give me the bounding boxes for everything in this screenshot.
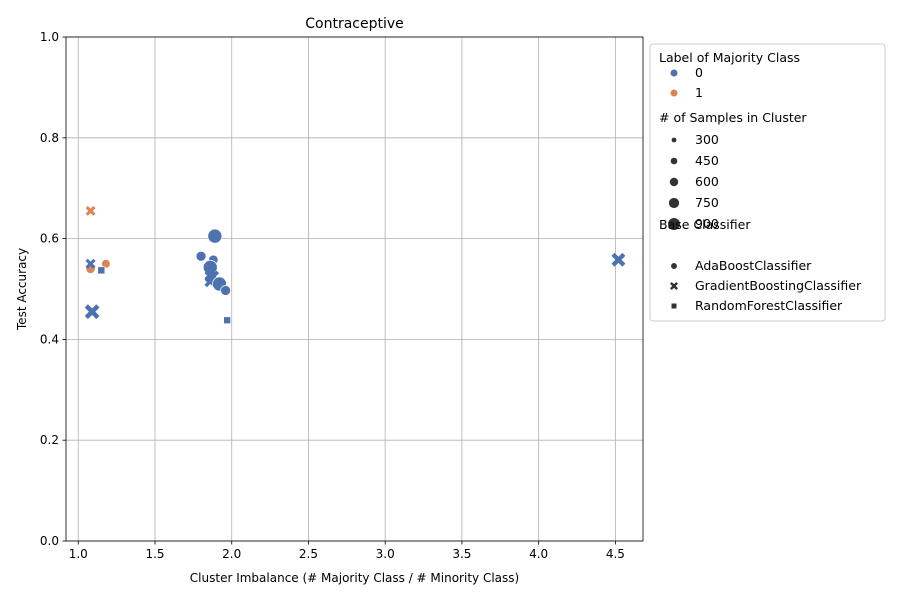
- data-point: [97, 266, 106, 275]
- legend-hue-entries: 01: [670, 65, 703, 100]
- y-tick-label: 1.0: [40, 30, 59, 44]
- data-point: [207, 228, 223, 244]
- data-point: [611, 252, 626, 267]
- y-tick-label: 0.2: [40, 433, 59, 447]
- plot-frame: [65, 36, 644, 542]
- legend-style-marker: [670, 262, 678, 270]
- legend-hue-label: 0: [695, 65, 703, 80]
- x-axis-label: Cluster Imbalance (# Majority Class / # …: [190, 571, 519, 585]
- grid-lines: [66, 36, 643, 542]
- y-tick-label: 0.8: [40, 131, 59, 145]
- y-tick-label: 0.6: [40, 232, 59, 246]
- y-axis-label: Test Accuracy: [15, 248, 29, 331]
- chart-title: Contraceptive: [305, 16, 404, 32]
- y-axis-ticks: 0.0 0.2 0.4 0.6 0.8 1.0: [40, 30, 66, 548]
- legend-hue-title: Label of Majority Class: [659, 50, 800, 65]
- x-tick-label: 4.5: [606, 547, 625, 561]
- legend-size-label: 900: [695, 216, 719, 231]
- x-tick-label: 4.0: [529, 547, 548, 561]
- legend-size-label: 750: [695, 195, 719, 210]
- x-tick-label: 2.5: [299, 547, 318, 561]
- legend-size-label: 600: [695, 174, 719, 189]
- legend-style-title: Base Classifier: [659, 217, 751, 232]
- legend-size-marker: [668, 197, 680, 209]
- data-point: [85, 258, 96, 269]
- legend-style-label: RandomForestClassifier: [695, 298, 843, 313]
- data-point: [195, 250, 207, 262]
- legend-style-entries: AdaBoostClassifier GradientBoostingClassi…: [669, 258, 862, 313]
- legend-style-marker: [669, 281, 679, 291]
- x-tick-label: 3.5: [452, 547, 471, 561]
- y-tick-label: 0.4: [40, 332, 59, 346]
- legend-style-marker: [670, 302, 678, 310]
- x-tick-label: 1.5: [145, 547, 164, 561]
- legend-size-label: 450: [695, 153, 719, 168]
- data-point: [223, 316, 231, 324]
- legend-size-marker: [670, 157, 678, 165]
- legend-hue-marker: [670, 69, 678, 77]
- x-tick-label: 3.0: [376, 547, 395, 561]
- data-point: [220, 285, 231, 296]
- legend-box: [649, 43, 886, 322]
- legend-size-label: 300: [695, 132, 719, 147]
- data-points: [84, 205, 626, 324]
- data-point: [101, 259, 111, 269]
- data-point: [84, 304, 100, 320]
- data-point: [85, 205, 96, 216]
- legend-style-label: GradientBoostingClassifier: [695, 278, 862, 293]
- y-tick-label: 0.0: [40, 534, 59, 548]
- legend-hue-label: 1: [695, 85, 703, 100]
- legend-size-entries: 300 450 600 750 900: [668, 132, 719, 231]
- legend-style-label: AdaBoostClassifier: [695, 258, 812, 273]
- legend: Label of Majority Class 01 # of Samples …: [649, 43, 886, 322]
- legend-size-marker: [671, 137, 677, 143]
- legend-size-marker: [668, 218, 680, 230]
- x-axis-ticks: 1.0 1.5 2.0 2.5 3.0 3.5 4.0 4.5: [69, 541, 625, 561]
- x-tick-label: 2.0: [222, 547, 241, 561]
- x-tick-label: 1.0: [69, 547, 88, 561]
- legend-hue-marker: [670, 89, 678, 97]
- legend-size-title: # of Samples in Cluster: [659, 110, 807, 125]
- legend-size-marker: [669, 177, 679, 187]
